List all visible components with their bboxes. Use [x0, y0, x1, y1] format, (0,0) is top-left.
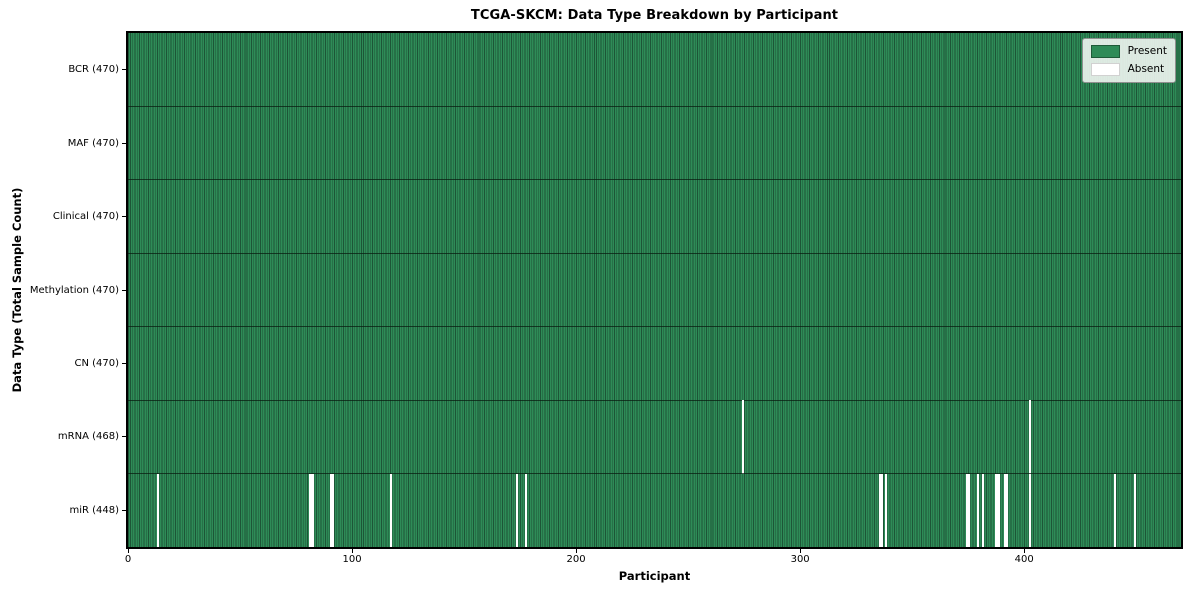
y-tick-label: mRNA (468) [57, 431, 119, 443]
row-separator [128, 179, 1181, 181]
y-tick [122, 362, 126, 364]
absent-gap [997, 473, 1000, 547]
absent-gap [968, 473, 971, 547]
x-tick [799, 549, 801, 553]
absent-gap [885, 473, 888, 547]
y-tick [122, 436, 126, 438]
legend-swatch-absent [1090, 63, 1120, 76]
absent-gap [515, 473, 518, 547]
absent-gap [524, 473, 527, 547]
absent-gap [880, 473, 883, 547]
y-axis-label: Data Type (Total Sample Count) [10, 187, 24, 393]
legend-label-present: Present [1127, 45, 1167, 57]
absent-gap [1113, 473, 1117, 547]
absent-gap [1004, 473, 1007, 547]
absent-gap [309, 473, 312, 547]
y-tick [122, 509, 126, 511]
y-tick-label: Methylation (470) [29, 284, 119, 296]
y-tick-label: CN (470) [74, 357, 119, 369]
plot-area: Present Absent [126, 31, 1183, 549]
y-tick [122, 289, 126, 291]
x-tick-label: 100 [342, 554, 362, 565]
legend-item-absent: Absent [1090, 63, 1167, 76]
absent-gap [1133, 473, 1137, 547]
legend: Present Absent [1081, 38, 1176, 83]
absent-gap [157, 473, 160, 547]
row-separator [128, 252, 1181, 254]
legend-label-absent: Absent [1127, 63, 1165, 75]
chart-title: TCGA-SKCM: Data Type Breakdown by Partic… [470, 8, 839, 23]
x-tick [575, 549, 577, 553]
row-separator [128, 473, 1181, 475]
absent-gap [329, 473, 332, 547]
absent-gap [977, 473, 980, 547]
y-tick-label: MAF (470) [67, 137, 119, 149]
y-tick-label: miR (448) [69, 504, 119, 516]
x-tick [127, 549, 129, 553]
x-tick-label: 0 [124, 554, 132, 565]
y-tick-label: BCR (470) [68, 64, 119, 76]
absent-gap [878, 473, 881, 547]
heatmap-cells [128, 33, 1181, 547]
x-tick [1023, 549, 1025, 553]
row-separator [128, 326, 1181, 328]
x-tick [351, 549, 353, 553]
absent-gap [311, 473, 314, 547]
absent-gap [1006, 473, 1009, 547]
y-tick-label: Clinical (470) [52, 211, 119, 223]
row-separator [128, 399, 1181, 401]
absent-gap [331, 473, 335, 547]
absent-gap [1028, 473, 1031, 547]
absent-gap [965, 473, 969, 547]
x-axis-label: Participant [618, 569, 691, 583]
x-tick-label: 400 [1014, 554, 1034, 565]
absent-gap [995, 473, 998, 547]
y-tick [122, 69, 126, 71]
y-tick [122, 216, 126, 218]
legend-swatch-present [1090, 45, 1120, 58]
absent-gap [1028, 400, 1031, 474]
y-tick [122, 142, 126, 144]
x-tick-label: 300 [790, 554, 810, 565]
row-separator [128, 105, 1181, 107]
legend-item-present: Present [1090, 45, 1167, 58]
x-tick-label: 200 [566, 554, 586, 565]
absent-gap [390, 473, 393, 547]
absent-gap [741, 400, 745, 474]
absent-gap [981, 473, 984, 547]
